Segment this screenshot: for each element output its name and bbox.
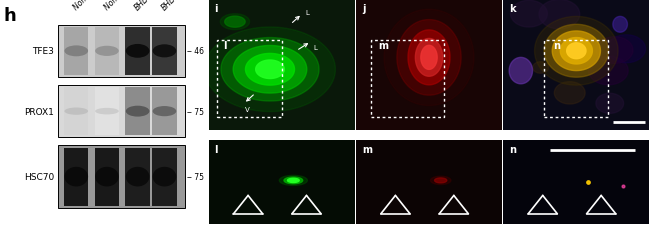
Text: m: m <box>378 41 388 51</box>
Polygon shape <box>607 36 645 63</box>
Polygon shape <box>397 20 461 96</box>
Polygon shape <box>287 178 299 183</box>
Bar <box>95 148 119 206</box>
Text: TFE3: TFE3 <box>32 47 55 56</box>
Polygon shape <box>430 176 451 185</box>
Ellipse shape <box>126 45 150 59</box>
Polygon shape <box>560 38 592 65</box>
Polygon shape <box>421 46 437 70</box>
Polygon shape <box>510 1 547 28</box>
Bar <box>64 28 88 75</box>
Text: Non-spe bulla 1: Non-spe bulla 1 <box>72 0 120 12</box>
Bar <box>95 88 119 135</box>
Ellipse shape <box>126 167 150 187</box>
Polygon shape <box>533 63 549 74</box>
Bar <box>152 28 177 75</box>
Text: L: L <box>305 10 309 16</box>
Polygon shape <box>221 38 319 101</box>
Text: PROX1: PROX1 <box>25 107 55 116</box>
Bar <box>58 86 185 137</box>
Text: HSC70: HSC70 <box>24 172 55 181</box>
Ellipse shape <box>126 106 150 117</box>
Ellipse shape <box>95 167 119 187</box>
Ellipse shape <box>95 108 119 115</box>
Text: n: n <box>509 144 516 154</box>
Polygon shape <box>435 178 447 183</box>
Bar <box>370 41 443 117</box>
Text: BHD2: BHD2 <box>160 0 181 12</box>
Polygon shape <box>596 38 633 64</box>
Ellipse shape <box>64 108 88 115</box>
Text: BHD1: BHD1 <box>133 0 155 12</box>
Polygon shape <box>509 58 532 84</box>
Text: ‒ 46: ‒ 46 <box>187 47 203 56</box>
Point <box>618 184 629 188</box>
Text: V: V <box>245 107 250 113</box>
Polygon shape <box>220 15 250 30</box>
Polygon shape <box>246 54 294 86</box>
Polygon shape <box>233 46 307 94</box>
Polygon shape <box>567 44 586 59</box>
Bar <box>125 28 150 75</box>
Polygon shape <box>225 17 245 28</box>
Text: n: n <box>553 41 560 51</box>
Ellipse shape <box>64 167 88 187</box>
Bar <box>125 88 150 135</box>
Polygon shape <box>554 82 585 105</box>
Polygon shape <box>205 28 335 112</box>
Text: j: j <box>362 4 365 14</box>
Bar <box>125 148 150 206</box>
Bar <box>544 41 608 117</box>
Text: l: l <box>214 144 218 154</box>
Polygon shape <box>596 94 623 114</box>
Polygon shape <box>534 17 618 86</box>
Polygon shape <box>552 32 601 71</box>
Bar <box>58 146 185 208</box>
Text: Non-spe bulla 2: Non-spe bulla 2 <box>102 0 151 12</box>
Text: h: h <box>3 7 16 25</box>
Bar <box>217 41 281 117</box>
Polygon shape <box>280 176 307 186</box>
Text: L: L <box>314 45 318 51</box>
Bar <box>95 28 119 75</box>
Bar <box>152 148 177 206</box>
Bar <box>152 88 177 135</box>
Polygon shape <box>588 57 628 86</box>
Polygon shape <box>284 177 303 184</box>
Text: i: i <box>214 4 218 14</box>
Bar <box>64 148 88 206</box>
Polygon shape <box>539 0 580 30</box>
Ellipse shape <box>64 46 88 57</box>
Text: ‒ 75: ‒ 75 <box>187 107 203 116</box>
Text: l: l <box>223 41 227 51</box>
Bar <box>58 26 185 77</box>
Polygon shape <box>255 61 284 79</box>
Text: k: k <box>509 4 516 14</box>
Ellipse shape <box>153 45 176 58</box>
Bar <box>64 88 88 135</box>
Ellipse shape <box>95 47 119 57</box>
Polygon shape <box>415 39 443 77</box>
Polygon shape <box>544 25 608 78</box>
Text: m: m <box>362 144 372 154</box>
Polygon shape <box>408 31 450 86</box>
Text: ‒ 75: ‒ 75 <box>187 172 203 181</box>
Ellipse shape <box>153 107 176 117</box>
Polygon shape <box>384 10 474 106</box>
Polygon shape <box>613 17 627 33</box>
Ellipse shape <box>153 167 176 187</box>
Point <box>583 180 593 184</box>
